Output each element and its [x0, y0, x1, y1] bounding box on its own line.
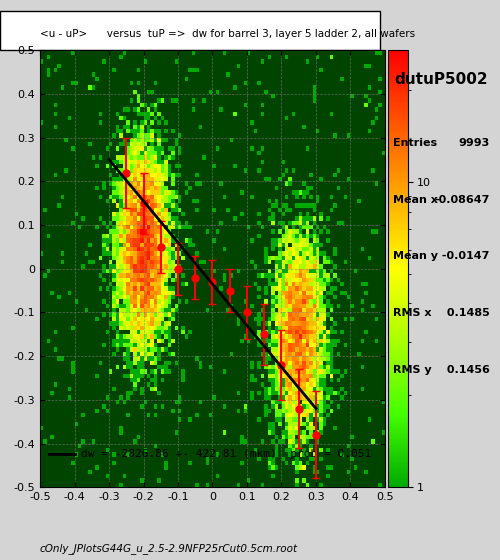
Text: Mean y: Mean y [393, 251, 438, 262]
Text: RMS x: RMS x [393, 308, 432, 318]
Text: 0.1485: 0.1485 [443, 308, 490, 318]
Text: 0.1456: 0.1456 [443, 365, 490, 375]
Text: -0.0147: -0.0147 [438, 251, 490, 262]
Text: Entries: Entries [393, 138, 437, 148]
Text: Mean x: Mean x [393, 194, 438, 204]
Text: -0.08647: -0.08647 [434, 194, 490, 204]
Text: cOnly_JPlotsG44G_u_2.5-2.9NFP25rCut0.5cm.root: cOnly_JPlotsG44G_u_2.5-2.9NFP25rCut0.5cm… [40, 544, 298, 554]
Text: 9993: 9993 [458, 138, 490, 148]
Text: dutuP5002: dutuP5002 [394, 72, 488, 87]
Text: <u - uP>      versus  tuP =>  dw for barrel 3, layer 5 ladder 2, all wafers: <u - uP> versus tuP => dw for barrel 3, … [40, 29, 415, 39]
Text: RMS y: RMS y [393, 365, 432, 375]
